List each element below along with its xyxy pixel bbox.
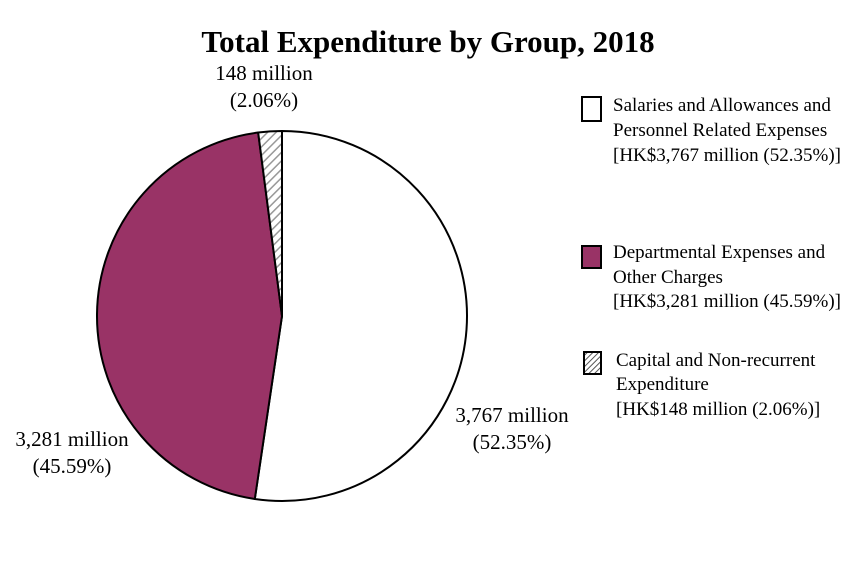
data-label-salaries-value: 3,767 million bbox=[455, 403, 569, 427]
data-label-departmental-percent: (45.59%) bbox=[33, 454, 112, 478]
legend-text-line: [HK$148 million (2.06%)] bbox=[616, 399, 820, 420]
data-label-capital-percent: (2.06%) bbox=[230, 88, 298, 112]
legend-text-line: Departmental Expenses and bbox=[613, 242, 826, 263]
legend-text-line: Other Charges bbox=[613, 267, 723, 288]
legend-swatch-capital bbox=[583, 351, 602, 375]
legend-text-line: Expenditure bbox=[616, 374, 709, 395]
legend-text-line: Personnel Related Expenses bbox=[613, 120, 827, 141]
data-label-departmental: 3,281 million (45.59%) bbox=[15, 427, 129, 478]
data-label-departmental-value: 3,281 million bbox=[15, 427, 129, 451]
legend-swatch-departmental bbox=[581, 245, 602, 269]
legend-text-line: Capital and Non-recurrent bbox=[616, 350, 816, 371]
pie-slice-departmental bbox=[96, 131, 283, 500]
data-label-salaries-percent: (52.35%) bbox=[473, 430, 552, 454]
legend-text-line: [HK$3,767 million (52.35%)] bbox=[613, 145, 841, 166]
legend-item-departmental: Departmental Expenses and Other Charges … bbox=[581, 242, 841, 312]
legend: Salaries and Allowances and Personnel Re… bbox=[581, 95, 841, 420]
pie-slice-salaries bbox=[253, 130, 468, 502]
legend-item-salaries: Salaries and Allowances and Personnel Re… bbox=[581, 95, 841, 166]
data-label-capital: 148 million (2.06%) bbox=[215, 61, 313, 112]
legend-text-line: Salaries and Allowances and bbox=[613, 95, 831, 116]
data-label-capital-value: 148 million bbox=[215, 61, 313, 85]
chart-title: Total Expenditure by Group, 2018 bbox=[201, 24, 654, 59]
legend-swatch-salaries bbox=[581, 96, 602, 122]
data-label-salaries: 3,767 million (52.35%) bbox=[455, 403, 569, 454]
pie-slice-capital bbox=[257, 129, 283, 317]
legend-item-capital: Capital and Non-recurrent Expenditure [H… bbox=[583, 350, 820, 420]
legend-text-line: [HK$3,281 million (45.59%)] bbox=[613, 291, 841, 312]
